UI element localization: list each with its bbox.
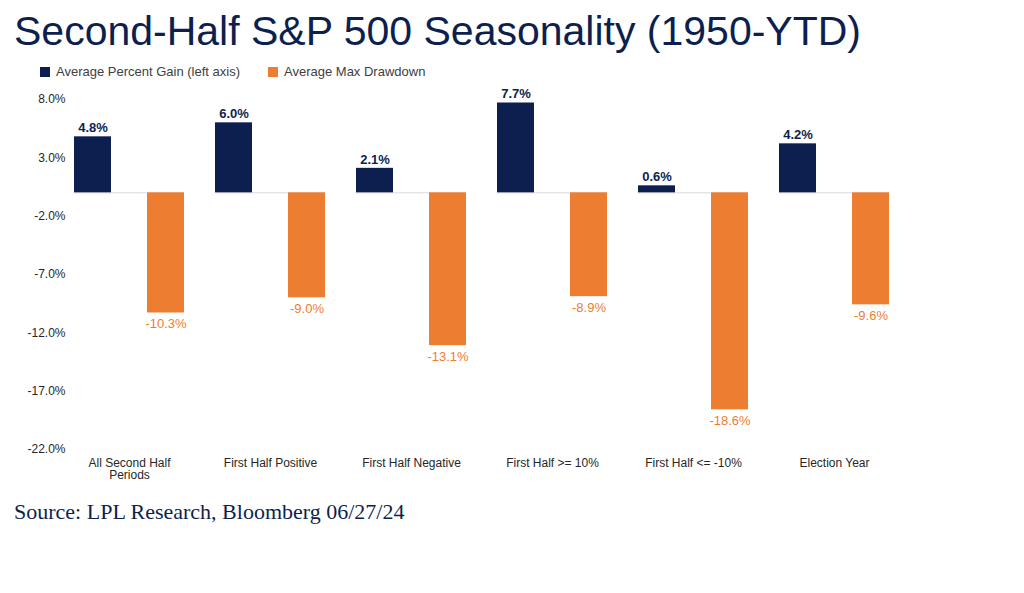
svg-text:First Half >= 10%: First Half >= 10%	[506, 456, 599, 470]
svg-text:-9.6%: -9.6%	[854, 308, 888, 323]
svg-text:0.6%: 0.6%	[642, 169, 672, 184]
svg-text:Election Year: Election Year	[799, 456, 869, 470]
html-text:Second-Half S&P 500 Seasonalit: Second-Half S&P 500 Seasonality (1950-YT…	[14, 8, 861, 54]
svg-text:8.0%: 8.0%	[38, 92, 66, 106]
svg-text:4.8%: 4.8%	[78, 120, 108, 135]
svg-text:First Half Negative: First Half Negative	[362, 456, 461, 470]
html-text:Average Percent Gain (left axi: Average Percent Gain (left axis)	[56, 64, 240, 79]
svg-text:-13.1%: -13.1%	[427, 349, 469, 364]
html-text:Source: LPL Research, Bloomber: Source: LPL Research, Bloomberg 06/27/24	[14, 499, 405, 524]
svg-text:3.0%: 3.0%	[38, 151, 66, 165]
svg-text:-22.0%: -22.0%	[27, 442, 65, 456]
svg-text:-18.6%: -18.6%	[709, 413, 751, 428]
svg-text:-10.3%: -10.3%	[145, 316, 187, 331]
svg-text:First Half <= -10%: First Half <= -10%	[645, 456, 742, 470]
svg-text:-17.0%: -17.0%	[27, 384, 65, 398]
svg-text:-8.9%: -8.9%	[572, 300, 606, 315]
svg-text:-7.0%: -7.0%	[34, 267, 66, 281]
svg-text:First Half Positive: First Half Positive	[224, 456, 318, 470]
svg-text:6.0%: 6.0%	[219, 106, 249, 121]
svg-text:2.1%: 2.1%	[360, 151, 390, 166]
svg-text:All Second HalfPeriods: All Second HalfPeriods	[88, 456, 171, 482]
svg-text:7.7%: 7.7%	[501, 86, 531, 101]
svg-text:-12.0%: -12.0%	[27, 326, 65, 340]
svg-text:-2.0%: -2.0%	[34, 209, 66, 223]
svg-text:4.2%: 4.2%	[783, 127, 813, 142]
svg-text:-9.0%: -9.0%	[290, 301, 324, 316]
html-text:Average Max Drawdown: Average Max Drawdown	[284, 64, 426, 79]
